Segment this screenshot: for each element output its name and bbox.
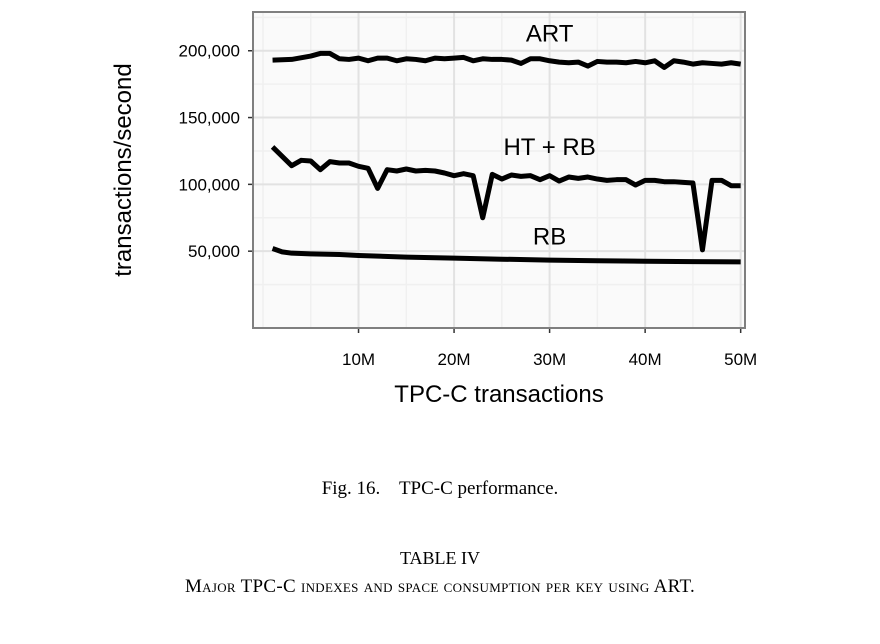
x-tick-label: 30M: [533, 350, 566, 369]
series-line-rb: [271, 246, 741, 265]
tpcc-performance-chart: 10M 20M 30M 40M 50M 50,000 100,000 150,000 200,0…: [110, 11, 757, 408]
x-tick-label: 10M: [342, 350, 375, 369]
figure-caption: Fig. 16. TPC-C performance.: [321, 478, 559, 499]
series-label: ART: [526, 20, 574, 47]
y-tick-label: 150,000: [179, 109, 240, 128]
plot-border: [252, 11, 746, 329]
x-axis-title: TPC-C transactions: [394, 381, 603, 408]
y-tick-label: 50,000: [188, 242, 240, 261]
y-axis-title: transactions/second: [110, 63, 137, 276]
x-tick-label: 40M: [629, 350, 662, 369]
table-heading: TABLE IV: [399, 548, 481, 568]
series-line-art: [272, 50, 742, 70]
series-line-ht-rb: [270, 145, 741, 253]
x-tick-label: 50M: [724, 350, 757, 369]
series-label: RB: [533, 223, 566, 250]
series-label: HT + RB: [503, 134, 595, 161]
y-tick-label: 200,000: [179, 42, 240, 61]
x-tick-label: 20M: [438, 350, 471, 369]
y-tick-label: 100,000: [179, 175, 240, 194]
table-title: Major TPC-C indexes and space consumptio…: [184, 576, 696, 597]
